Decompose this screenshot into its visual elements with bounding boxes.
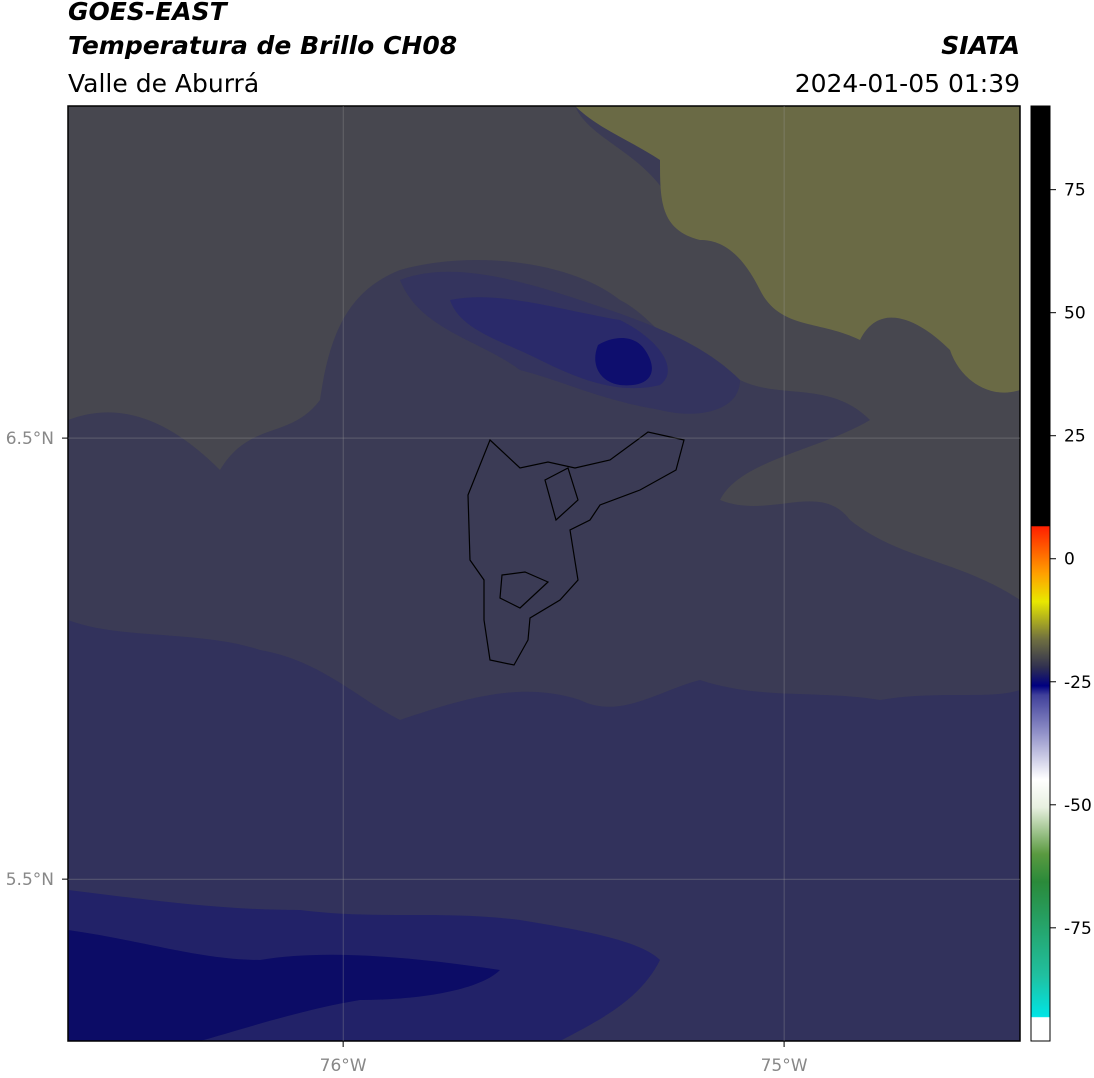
timestamp: 2024-01-05 01:39 — [795, 69, 1020, 98]
colorbar-tick-label: 25 — [1064, 427, 1086, 447]
colorbar — [1030, 105, 1051, 1042]
field-patch — [595, 338, 652, 386]
x-tick-label: 75°W — [761, 1056, 808, 1076]
colorbar-tick-label: 0 — [1064, 550, 1075, 570]
field-patch — [68, 106, 1020, 600]
y-tick-label: 6.5°N — [6, 429, 54, 449]
x-tick-label: 76°W — [320, 1056, 367, 1076]
y-tick-label: 5.5°N — [6, 870, 54, 890]
municipal-boundaries — [467, 431, 685, 666]
colorbar-tick-label: 75 — [1064, 181, 1086, 201]
colorbar-tick-label: -25 — [1064, 673, 1092, 693]
agency: SIATA — [941, 31, 1020, 60]
subtitle: Temperatura de Brillo CH08 — [68, 31, 457, 60]
colorbar-tick-label: -50 — [1064, 796, 1092, 816]
region: Valle de Aburrá — [68, 69, 259, 98]
title: GOES-EAST — [68, 0, 229, 26]
colorbar-tick-label: 50 — [1064, 304, 1086, 324]
field-patch — [68, 930, 500, 1041]
brightness-field — [68, 106, 1020, 1041]
map-frame — [67, 105, 1021, 1042]
field-patch — [575, 106, 1020, 393]
colorbar-tick-label: -75 — [1064, 919, 1092, 939]
